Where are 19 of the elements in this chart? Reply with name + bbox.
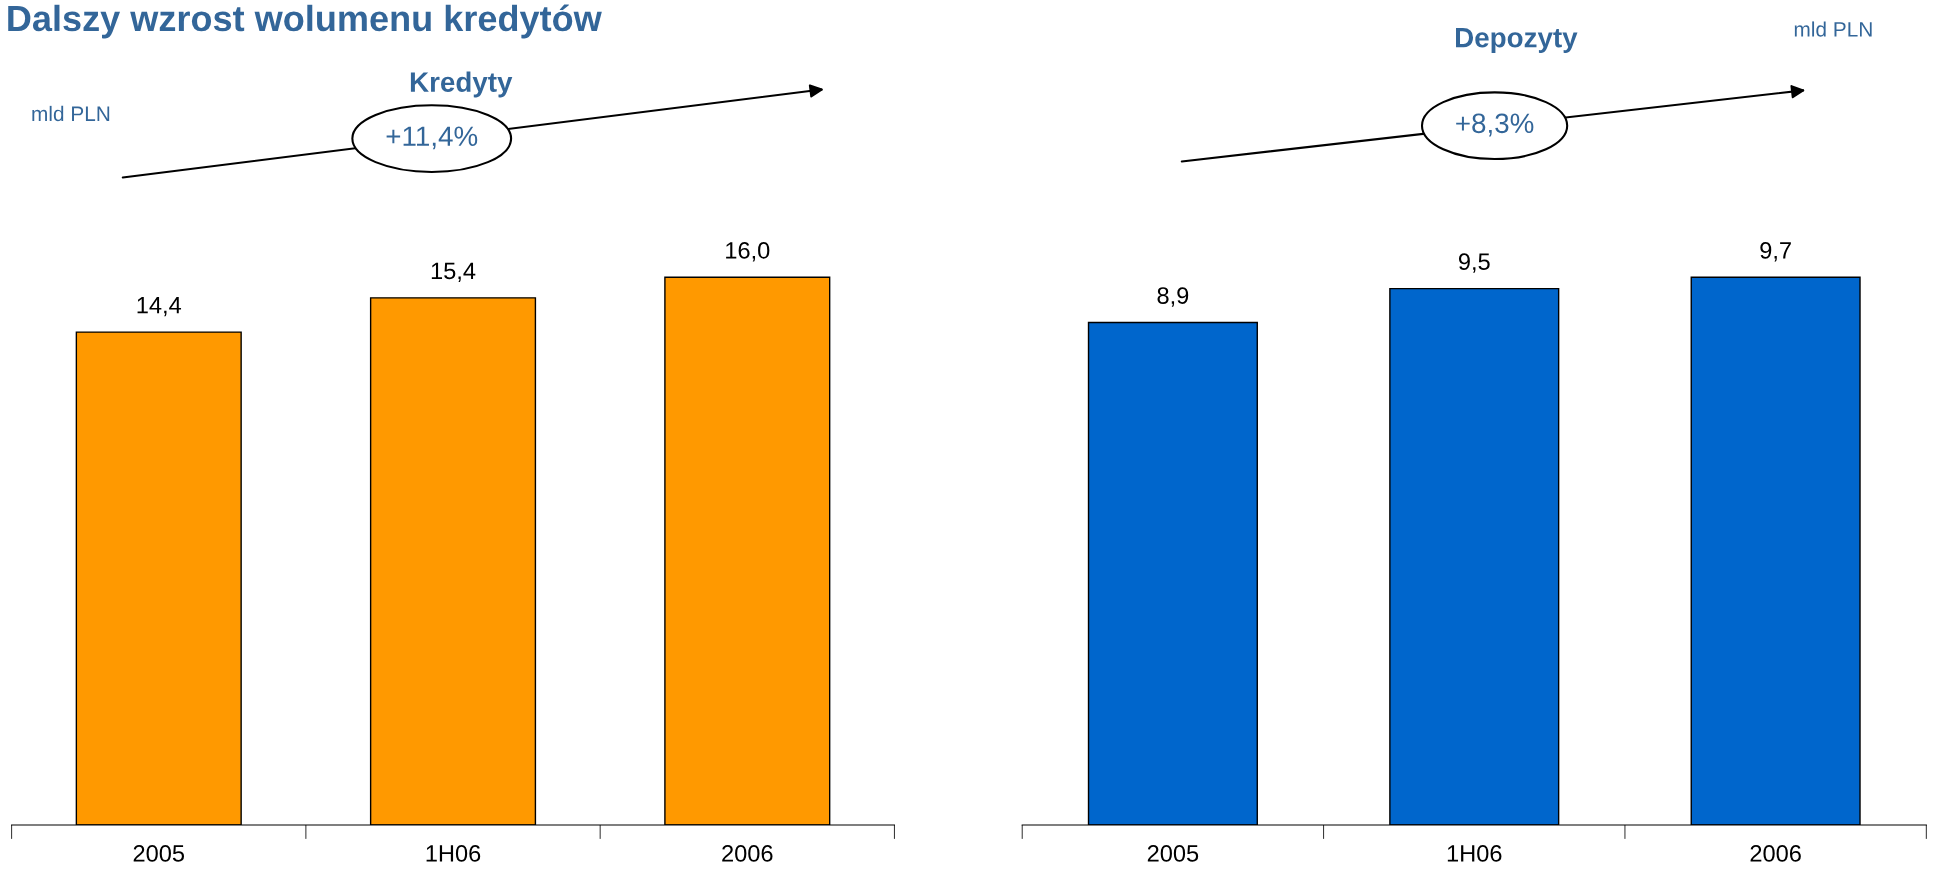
x-tick-label: 2006 (1750, 845, 1801, 862)
x-tick-label: 2005 (133, 845, 185, 862)
x-tick-label: 1H06 (1447, 845, 1502, 862)
chart-subtitle: Depozyty (1456, 28, 1578, 53)
data-label: 9,7 (1760, 242, 1791, 262)
data-label: 14,4 (137, 297, 182, 317)
x-tick-label: 1H06 (426, 845, 481, 862)
text: +8,3% (1456, 113, 1534, 137)
text: +11,4% (386, 126, 478, 150)
chart-subtitle: Kredyty (410, 71, 513, 98)
text: mld PLN (32, 105, 110, 122)
data-label: 16,0 (726, 242, 770, 262)
data-label: 8,9 (1157, 287, 1189, 307)
x-tick-label: 2006 (722, 845, 773, 862)
chart-title: Dalszy wzrost wolumenu kredytów (8, 4, 602, 39)
data-label: 15,4 (431, 262, 476, 283)
text: mld PLN (1794, 21, 1872, 37)
x-tick-label: 2005 (1147, 845, 1199, 862)
data-label: 9,5 (1458, 253, 1490, 273)
